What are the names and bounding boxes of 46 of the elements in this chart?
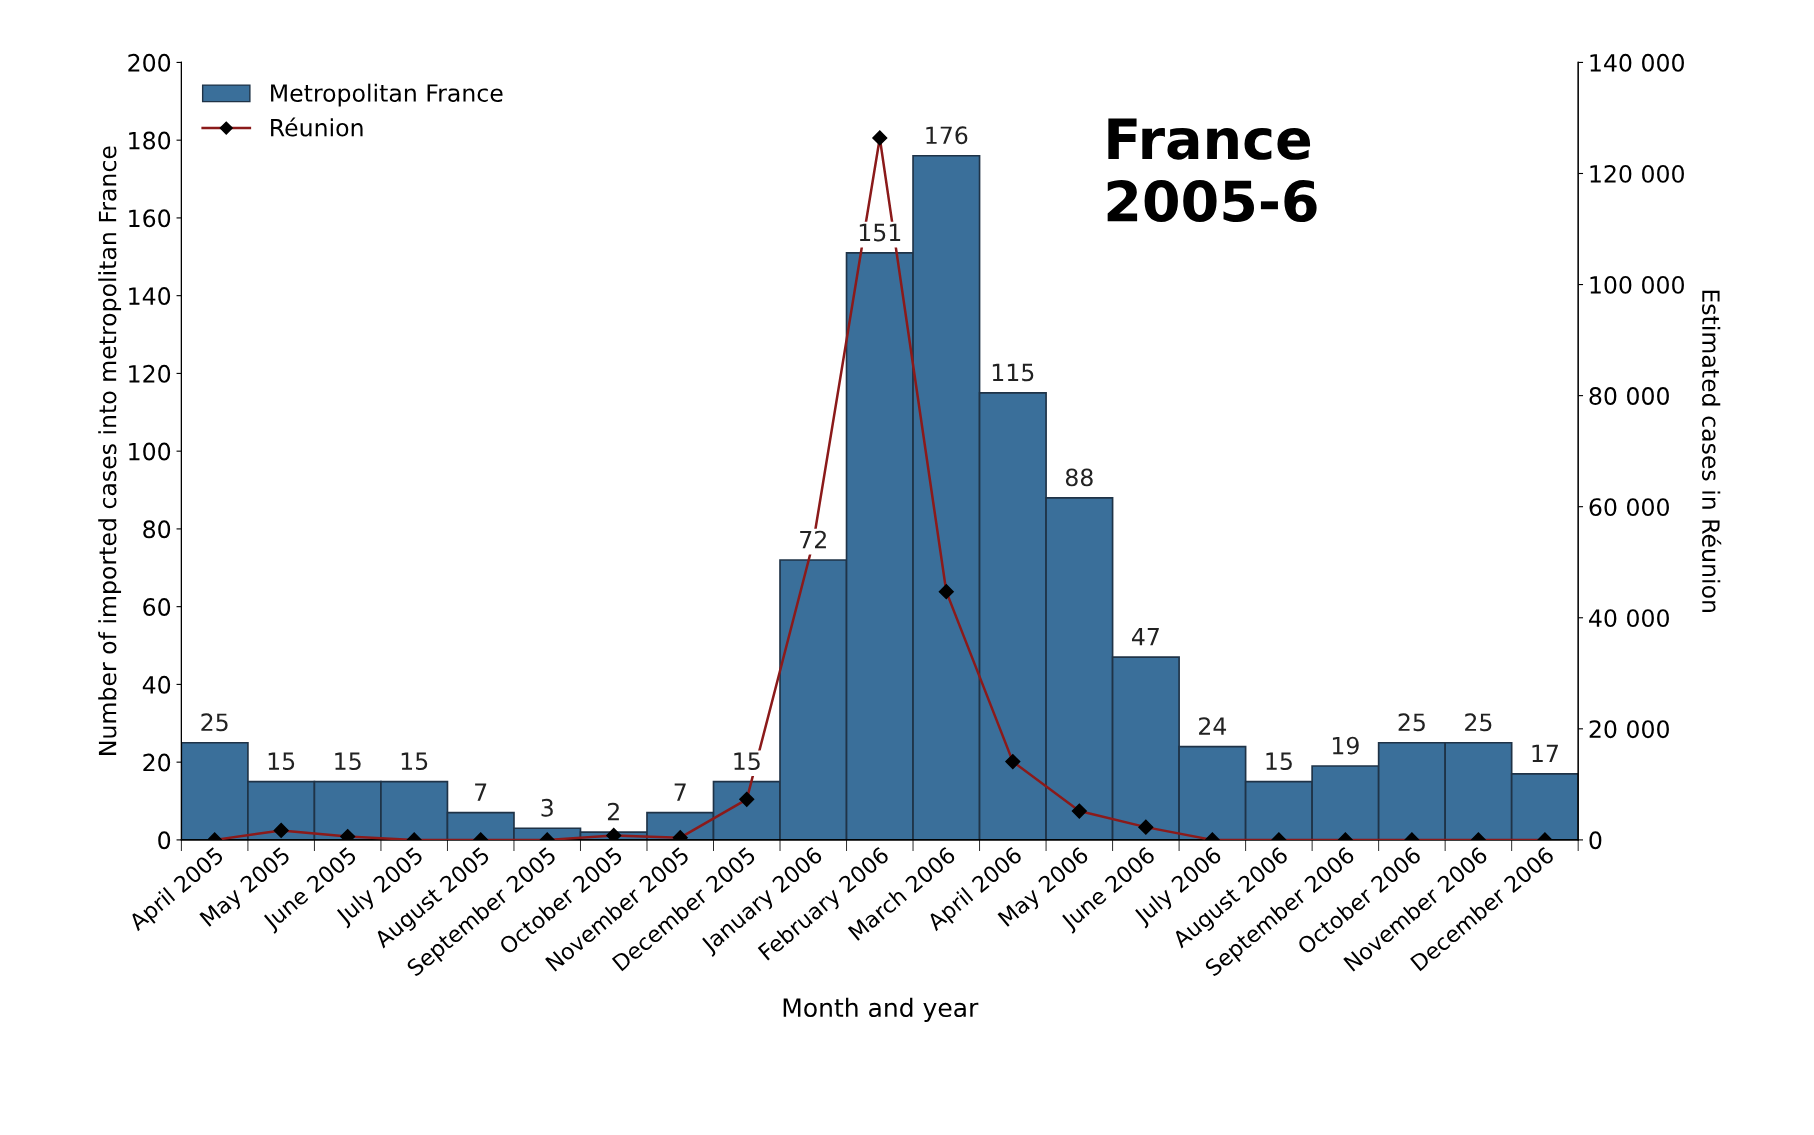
y2-tick-label: 60 000 [1589,498,1669,516]
y-tick-label: 20 [143,753,171,772]
y-tick-label: 140 [129,287,171,305]
data-label: 47 [1131,628,1159,646]
y2-tick-label: 40 000 [1589,609,1669,628]
y2-tick-label: 120 000 [1590,164,1684,183]
x-axis-title: Month and year [783,997,979,1022]
data-label: 25 [201,713,228,732]
data-label: 72 [800,530,826,549]
data-label: 19 [1332,736,1359,755]
y-tick-label: 160 [129,209,171,228]
data-label: 7 [674,783,686,801]
y-tick-label: 200 [128,53,171,72]
data-label: 2 [607,802,619,821]
data-label: 7 [475,783,487,801]
y-tick-label: 180 [129,131,171,150]
data-label: 3 [541,798,553,817]
y-tick-label: 80 [143,520,171,539]
data-label: 25 [1398,713,1425,732]
y2-axis-title: Estimated cases in Réunion [1701,290,1722,612]
y2-tick-label: 140 000 [1590,53,1684,72]
y2-tick-label: 80 000 [1589,387,1669,405]
y-tick-label: 0 [158,831,171,850]
y-tick-label: 120 [129,364,171,383]
legend-label: Réunion [271,117,363,137]
data-label: 15 [1266,752,1292,771]
data-label: 15 [734,752,760,771]
legend-label: Metropolitan France [271,83,503,107]
y-tick-label: 100 [129,442,171,461]
data-label: 15 [268,752,295,771]
annotation: France 2005-6 [1107,118,1317,223]
data-label: 88 [1065,468,1093,487]
y-tick-label: 60 [143,598,171,616]
y-tick-label: 40 [142,675,171,694]
data-label: 25 [1465,713,1492,732]
y2-tick-label: 0 [1589,831,1602,850]
data-label: 15 [335,752,361,771]
data-label: 176 [926,126,968,145]
y-axis-title: Number of imported cases into metropolitan France [98,146,122,755]
y2-tick-label: 100 000 [1590,276,1684,294]
data-label: 151 [859,223,901,242]
data-label: 115 [992,363,1034,382]
y2-tick-label: 20 000 [1589,720,1669,739]
data-label: 15 [401,752,428,771]
data-label: 24 [1199,717,1227,735]
data-label: 17 [1532,744,1558,762]
